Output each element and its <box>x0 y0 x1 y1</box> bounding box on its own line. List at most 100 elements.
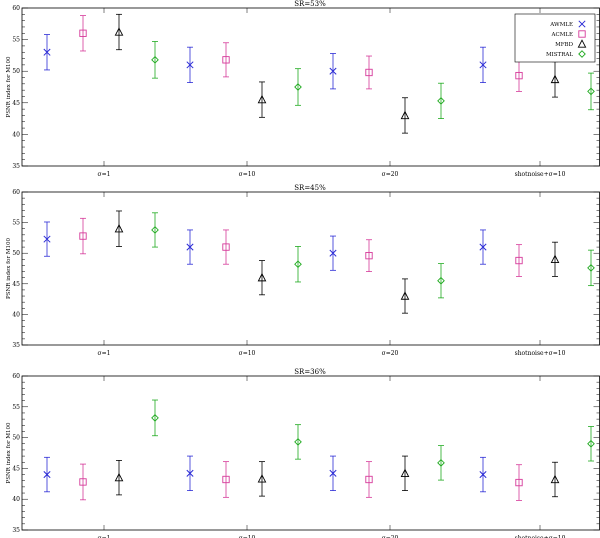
error-bar <box>80 217 86 255</box>
data-point-x <box>479 61 487 69</box>
x-tick-label: σ=1 <box>98 350 111 357</box>
data-point-diamond <box>587 439 595 448</box>
y-tick-label: 55 <box>12 220 20 227</box>
chart-panel-1: 35 40 45 50 55 60 σ=1 σ=10 σ=20 shotnoise+σ=10 SR=… <box>6 0 600 178</box>
y-tick-label: 55 <box>12 37 20 44</box>
y-tick-label: 35 <box>12 527 20 534</box>
data-point-triangle <box>550 474 560 484</box>
data-point-diamond <box>151 55 159 64</box>
error-bar <box>80 15 86 52</box>
y-tick-label: 40 <box>12 496 20 503</box>
chart-title: SR=53% <box>294 0 326 8</box>
chart-panel-2: 35 40 45 50 55 60 σ=1 σ=10 σ=20 shotnoise+σ=10 SR=… <box>6 184 600 357</box>
x-tick-label: σ=10 <box>239 350 256 357</box>
legend-marker <box>578 30 586 38</box>
marker-stroke <box>43 48 51 56</box>
error-bar <box>516 244 522 277</box>
legend-label: ACMLE <box>551 32 573 38</box>
error-bar <box>402 455 408 491</box>
y-axis-label: PSNR index for M100 <box>6 238 12 299</box>
error-bar <box>402 97 408 134</box>
data-point-square <box>222 243 230 251</box>
y-tick-label: 45 <box>12 281 20 288</box>
error-bar <box>552 241 558 277</box>
x-tick-label: shotnoise+σ=10 <box>515 350 566 357</box>
y-tick-label: 45 <box>12 100 20 107</box>
marker-stroke <box>186 469 194 477</box>
data-point-x <box>329 469 337 477</box>
error-bar <box>516 59 522 92</box>
y-axis-label: PSNR index for M100 <box>6 422 12 483</box>
error-bar <box>152 399 158 437</box>
marker-stroke <box>479 61 487 69</box>
marker-stroke <box>186 61 194 69</box>
data-point-diamond <box>294 83 302 91</box>
marker-stroke <box>479 243 487 251</box>
data-point-triangle <box>400 468 410 477</box>
chart-title: SR=36% <box>294 368 326 376</box>
error-bar <box>223 42 229 78</box>
marker-stroke <box>43 471 51 479</box>
data-point-diamond <box>587 264 595 272</box>
data-point-triangle <box>257 474 267 483</box>
legend-label: MFBD <box>555 42 573 48</box>
error-bar <box>366 461 372 498</box>
error-bar <box>402 278 408 314</box>
x-tick-label: σ=1 <box>98 535 111 538</box>
legend: AWMLE ACMLE MFBD MISTRAL <box>514 13 596 63</box>
data-point-x <box>43 235 51 243</box>
data-point-square <box>79 29 87 37</box>
data-point-diamond <box>294 438 302 446</box>
x-tick-label: σ=10 <box>239 171 256 178</box>
marker-stroke <box>578 20 586 28</box>
error-bar <box>366 239 372 272</box>
data-point-triangle <box>114 472 124 482</box>
legend-marker <box>578 50 586 58</box>
y-tick-label: 35 <box>12 163 20 170</box>
legend-label: MISTRAL <box>546 52 573 58</box>
error-bar <box>259 461 265 497</box>
error-bar <box>295 68 301 106</box>
data-point-triangle <box>400 291 410 300</box>
y-tick-label: 50 <box>12 435 20 442</box>
data-point-x <box>186 469 194 477</box>
error-bar <box>259 260 265 296</box>
data-point-square <box>222 56 230 64</box>
y-tick-label: 60 <box>12 189 20 196</box>
data-point-x <box>329 249 337 257</box>
error-bar <box>152 41 158 79</box>
error-bar <box>438 263 444 299</box>
x-tick-label: σ=1 <box>98 171 111 178</box>
data-point-square <box>365 251 373 260</box>
marker-stroke <box>329 469 337 477</box>
data-point-square <box>79 232 87 240</box>
data-point-square <box>515 71 523 80</box>
y-axis-label: PSNR index for M100 <box>6 56 12 117</box>
error-bar <box>80 463 86 501</box>
data-point-square <box>515 478 523 487</box>
data-point-square <box>365 475 373 484</box>
marker-stroke <box>329 249 337 257</box>
data-point-diamond <box>437 97 445 105</box>
error-bar <box>366 55 372 90</box>
data-point-diamond <box>587 87 595 96</box>
data-point-x <box>43 471 51 479</box>
y-tick-label: 50 <box>12 250 20 257</box>
marker-stroke <box>479 471 487 479</box>
data-point-triangle <box>114 27 124 36</box>
data-point-x <box>186 61 194 69</box>
legend-box <box>514 13 596 63</box>
data-point-square <box>222 475 230 484</box>
legend-label: AWMLE <box>549 22 573 28</box>
data-point-diamond <box>151 226 159 234</box>
error-bar <box>116 459 122 496</box>
y-tick-label: 60 <box>12 373 20 380</box>
y-tick-label: 35 <box>12 342 20 349</box>
error-bar <box>223 461 229 498</box>
data-point-x <box>43 48 51 56</box>
chart-title: SR=45% <box>294 184 326 192</box>
error-bar <box>295 424 301 460</box>
error-bar <box>588 249 594 287</box>
data-point-triangle <box>400 110 410 120</box>
